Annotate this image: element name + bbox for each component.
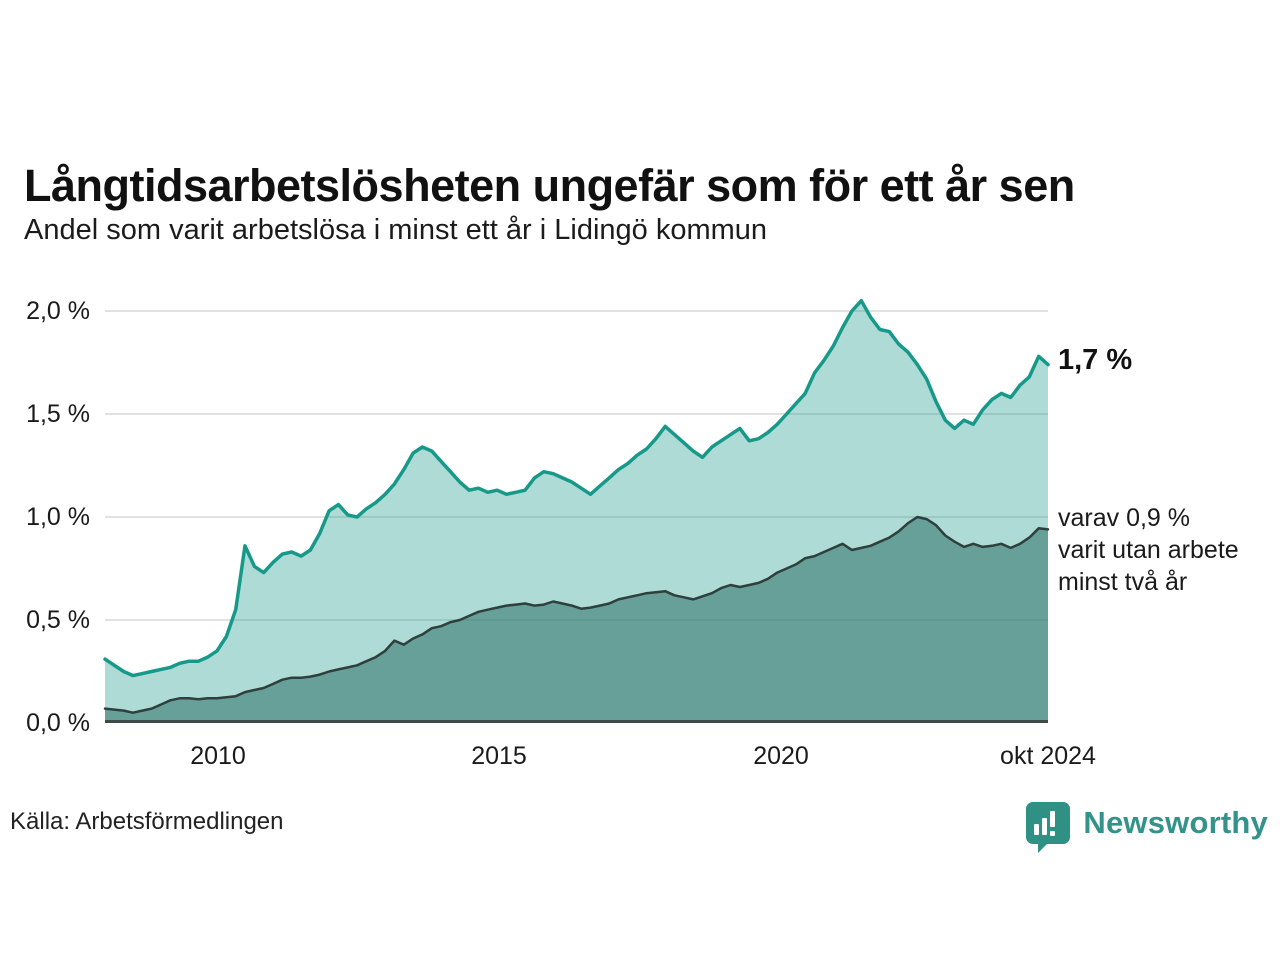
- area-chart-svg: [103, 298, 1050, 723]
- latest-value-label: 1,7 %: [1058, 344, 1133, 376]
- two-year-annotation-line2: varit utan arbete: [1058, 536, 1239, 564]
- page-subtitle: Andel som varit arbetslösa i minst ett å…: [24, 214, 768, 246]
- x-tick-label: 2015: [471, 742, 527, 770]
- x-tick-label: 2020: [753, 742, 809, 770]
- two-year-annotation-line1: varav 0,9 %: [1058, 504, 1191, 532]
- source-note: Källa: Arbetsförmedlingen: [10, 808, 284, 835]
- y-tick-label: 0,5 %: [26, 606, 90, 634]
- y-tick-label: 2,0 %: [26, 297, 90, 325]
- area-chart: 2,0 % 1,5 % 1,0 % 0,5 % 0,0 % 2010 2015 2020 ok…: [0, 280, 1280, 780]
- page-title: Långtidsarbetslösheten ungefär som för e…: [24, 160, 1075, 212]
- y-tick-label: 1,5 %: [26, 400, 90, 428]
- y-tick-label: 1,0 %: [26, 503, 90, 531]
- newsworthy-icon: [1026, 802, 1071, 853]
- newsworthy-logo: Newsworthy: [1023, 798, 1268, 856]
- series-two-year-area: [105, 517, 1048, 723]
- x-tick-label: okt 2024: [1000, 742, 1096, 770]
- y-tick-label: 0,0 %: [26, 709, 90, 737]
- x-tick-label: 2010: [190, 742, 246, 770]
- series-one-year-line: [103, 298, 1050, 678]
- series-two-year-line: [103, 515, 1050, 714]
- two-year-annotation-line3: minst två år: [1058, 568, 1188, 596]
- newsworthy-wordmark: Newsworthy: [1083, 805, 1268, 840]
- two-year-annotation: varav 0,9 % varit utan arbete minst två …: [1058, 502, 1278, 598]
